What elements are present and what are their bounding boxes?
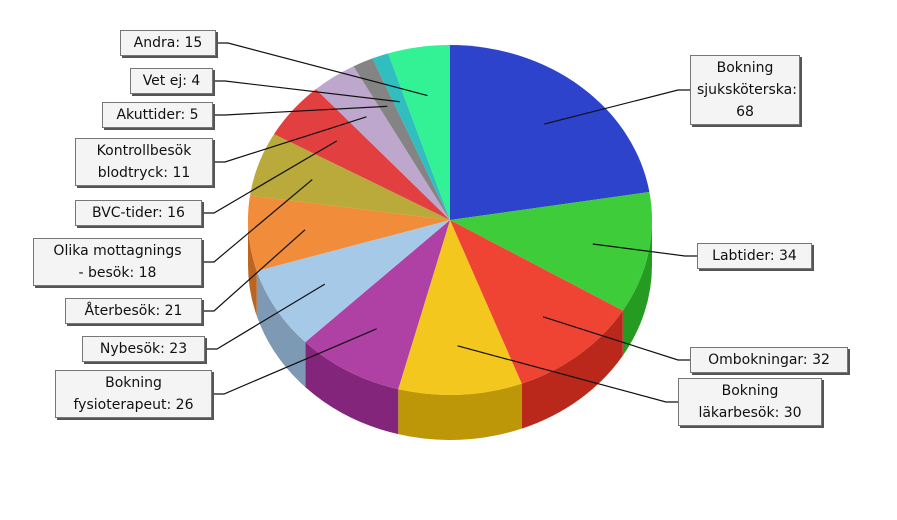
slice-side [521,310,623,429]
slice-side [256,270,306,388]
leader-line [202,229,306,312]
slice [450,191,652,311]
slice [398,220,522,395]
slice-label: Bokning fysioterapeut: 26 [55,370,212,418]
slice-label: Vet ej: 4 [130,68,213,94]
leader-line [542,316,690,361]
slice-label: BVC-tider: 16 [75,200,202,226]
leader-line [457,345,678,403]
slice-side [248,220,257,316]
slice-label: Akuttider: 5 [102,102,213,128]
slice-label: Olika mottagnings - besök: 18 [33,238,202,286]
leader-line [213,80,400,103]
leader-line [216,42,428,97]
slice-label: Nybesök: 23 [82,336,205,362]
leader-line [544,89,690,125]
slice [450,45,650,220]
slice [450,220,623,384]
slice-label: Bokning läkarbesök: 30 [678,378,822,426]
slice-side [398,383,522,440]
slice [372,53,450,220]
leader-line [212,328,377,395]
slice-label: Labtider: 34 [697,243,812,269]
slice-label: Återbesök: 21 [65,298,202,324]
slice-label: Ombokningar: 32 [690,347,848,373]
slice-label: Andra: 15 [120,30,216,56]
leader-line [202,179,313,263]
leader-line [213,105,388,116]
slice [249,134,450,220]
slice-side [305,342,399,435]
slice [315,66,450,220]
slice [274,89,450,221]
leader-line [592,243,697,257]
slice-label: Kontrollbesök blodtryck: 11 [75,138,213,186]
slice-side [622,220,652,356]
leader-line [205,283,326,350]
slice [305,220,450,390]
slice-label: Bokning sjuksköterska: 68 [690,55,800,125]
leader-line [202,140,338,214]
slice [256,220,450,343]
slice [247,195,450,271]
leader-line [213,116,367,163]
